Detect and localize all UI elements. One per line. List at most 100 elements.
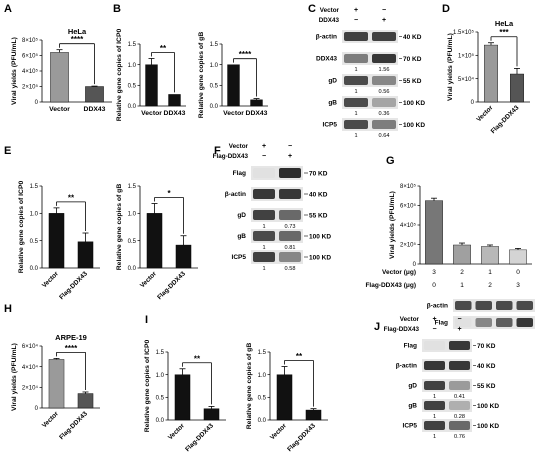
dose-value: 2 (488, 282, 492, 289)
bar (510, 73, 524, 103)
band-ratio: 0.41 (454, 394, 465, 400)
panel-letter-C: C (308, 3, 316, 15)
significance-stars: ** (160, 44, 167, 53)
bar (276, 374, 293, 421)
x-tick-label: Flag-DDX43 (184, 422, 215, 453)
blot-band (344, 54, 368, 63)
band-ratio: 1 (354, 111, 357, 117)
blot-F: Vector + − Flag-DDX43 − + Flag 70 KD β-actin 40 K… (213, 143, 332, 272)
x-tick-label: Flag-DDX43 (156, 270, 187, 301)
kd-marker-label: 100 KD (309, 234, 331, 241)
blot-header-sign: + (262, 143, 266, 150)
dose-value: 3 (516, 282, 520, 289)
y-tick-label: 1.5 (210, 42, 219, 48)
kd-marker-label: 70 KD (477, 343, 496, 350)
y-tick-label: 0.5 (210, 84, 219, 90)
y-tick-label: 0.5 (30, 239, 39, 245)
x-tick-label: Vector (41, 270, 60, 289)
chart-H: 0 2×10⁴ 4×10⁴ 6×10⁴ Viral yields (PFU/mL) ARP… (11, 333, 100, 441)
dose-value: 2 (460, 269, 464, 276)
kd-marker-label: 100 KD (477, 423, 499, 430)
blot-band (449, 401, 470, 410)
bar (203, 408, 220, 421)
western-blots: Vector + − DDX43 − + β-actin 40 KD DDX43 70 KD 1 1.… (213, 7, 535, 440)
band-ratio: 0.73 (285, 224, 296, 230)
significance-stars: ** (194, 354, 201, 363)
x-tick-label: Vector (475, 104, 494, 123)
chart-E2: 0.0 0.5 1.0 1.5 Relative gene copies of gB Ve… (116, 184, 198, 301)
blot-row-label: β-actin (396, 363, 417, 370)
blot-row-label: β-actin (316, 34, 337, 41)
x-tick-label: DDX43 (84, 106, 106, 113)
blot-header-sign: + (457, 326, 461, 333)
y-axis-label: Viral yields (PFU/mL) (11, 343, 18, 411)
blot-band (372, 76, 396, 85)
blot-header-label: Vector (320, 7, 340, 14)
y-tick-label: 5×10⁴ (458, 76, 475, 83)
kd-marker-label: 100 KD (403, 100, 425, 107)
blot-header-sign: − (432, 326, 436, 333)
blot-band (279, 252, 301, 262)
kd-marker-label: 100 KD (477, 403, 499, 410)
y-tick-label: 2×10⁵ (22, 84, 39, 91)
blot-band (449, 421, 470, 430)
x-tick-label: Flag-DDX43 (286, 422, 317, 453)
kd-marker-label: 40 KD (309, 192, 328, 199)
band-ratio: 1 (262, 266, 265, 272)
blot-band (496, 301, 513, 310)
significance-stars: ** (296, 352, 303, 361)
blot-band (372, 98, 396, 107)
band-ratio: 1 (354, 89, 357, 95)
x-tick-label: Vector (49, 106, 70, 113)
chart-E1: 0.0 0.5 1.0 1.5 Relative gene copies of ICP0… (18, 181, 100, 301)
band-ratio: 1.56 (379, 67, 390, 73)
blot-row-label: DDX43 (316, 56, 337, 63)
blot-header-label: DDX43 (319, 17, 340, 24)
y-tick-label: 1.0 (156, 373, 165, 379)
blot-G-blot: β-actin Flag (427, 299, 535, 329)
blot-band (516, 318, 533, 327)
blot-header-sign: − (262, 153, 266, 160)
x-tick-label: Flag-DDX43 (58, 270, 89, 301)
panel-letter-J: J (374, 321, 380, 333)
band-ratio: 0.81 (285, 245, 296, 251)
y-tick-label: 4×10⁵ (22, 68, 39, 75)
blot-header-sign: + (382, 17, 386, 24)
blot-row-label: ICP5 (323, 122, 338, 129)
blot-row-label: gB (408, 403, 417, 410)
kd-marker-label: 40 KD (477, 363, 496, 370)
dose-value: 0 (432, 282, 436, 289)
y-tick-label: 0.5 (128, 239, 137, 245)
blot-header-sign: − (354, 17, 358, 24)
blot-row-label: gD (237, 212, 246, 219)
panel-letter-I: I (145, 314, 148, 326)
blot-band (424, 401, 445, 410)
y-tick-label: 1×10⁵ (458, 53, 475, 60)
blot-band (449, 381, 470, 390)
blot-band (516, 301, 533, 310)
y-tick-label: 0.0 (30, 266, 39, 272)
y-axis-label: Relative gene copies of ICP0 (116, 29, 123, 122)
y-tick-label: 0.0 (156, 418, 165, 424)
y-axis-label: Viral yields (PFU/mL) (447, 33, 454, 101)
x-tick-label: Vector (41, 410, 60, 429)
y-tick-label: 4×10⁵ (400, 222, 417, 229)
blot-C: Vector + − DDX43 − + β-actin 40 KD DDX43 70 KD 1 1.… (316, 7, 426, 139)
blot-band (344, 98, 368, 107)
x-tick-label: Flag-DDX43 (490, 104, 521, 135)
chart-I1: 0.0 0.5 1.0 1.5 Relative gene copies of ICP0… (144, 340, 226, 453)
blot-header-label: Flag-DDX43 (384, 326, 420, 333)
y-tick-label: 1.5 (128, 42, 137, 48)
blot-band (344, 120, 368, 129)
band-ratio: 0.28 (454, 414, 465, 420)
y-tick-label: 1.5 (156, 350, 165, 356)
x-tick-label: Vector (167, 422, 186, 441)
chart-B1: 0.0 0.5 1.0 1.5 Relative gene copies of ICP0… (116, 29, 186, 122)
y-tick-label: 1.5 (30, 184, 39, 190)
y-tick-label: 8×10⁵ (400, 183, 417, 190)
blot-J: Vector + −Flag-DDX43− +Flag 70 KDβ-actin 40 K… (384, 316, 500, 440)
y-axis-label: Relative gene copies of gB (198, 32, 205, 119)
blot-band (279, 210, 301, 220)
bar (85, 86, 104, 103)
